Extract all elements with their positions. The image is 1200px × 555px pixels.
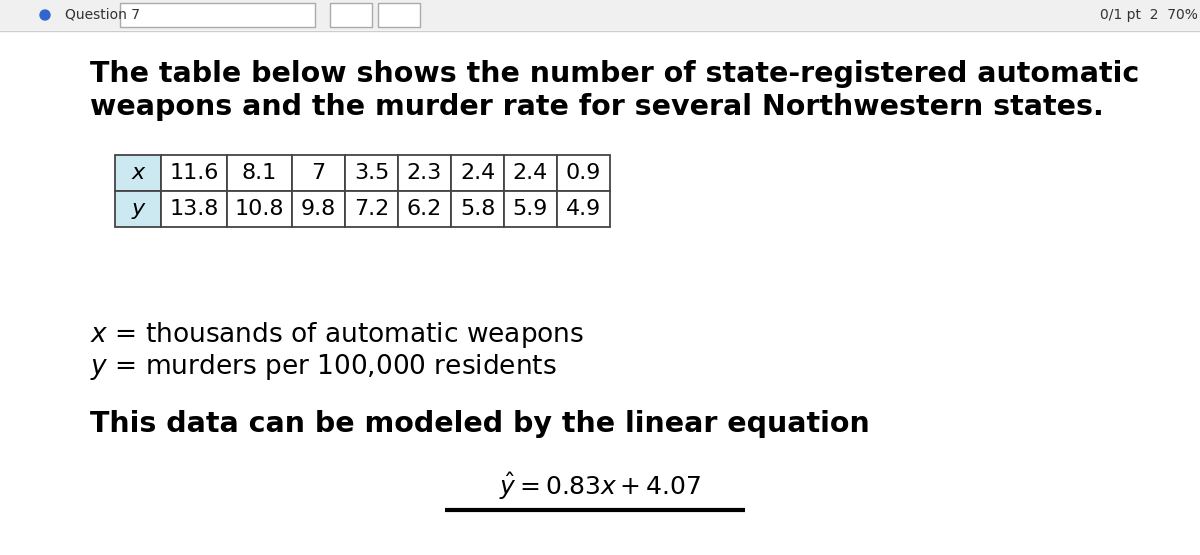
- Text: 13.8: 13.8: [169, 199, 218, 219]
- Bar: [504, 155, 557, 191]
- Text: 3.5: 3.5: [354, 163, 389, 183]
- Text: This data can be modeled by the linear equation: This data can be modeled by the linear e…: [90, 410, 870, 438]
- Bar: [346, 191, 398, 227]
- Text: 7: 7: [312, 163, 325, 183]
- Text: 8.1: 8.1: [242, 163, 277, 183]
- Text: $y$ = murders per 100,000 residents: $y$ = murders per 100,000 residents: [90, 352, 557, 382]
- Bar: [227, 191, 292, 227]
- Bar: [161, 191, 227, 227]
- Text: weapons and the murder rate for several Northwestern states.: weapons and the murder rate for several …: [90, 93, 1104, 121]
- Bar: [115, 191, 161, 227]
- Text: The table below shows the number of state-registered automatic: The table below shows the number of stat…: [90, 60, 1139, 88]
- Text: x: x: [132, 163, 144, 183]
- Text: 11.6: 11.6: [169, 163, 218, 183]
- Bar: [161, 155, 227, 191]
- Text: 2.4: 2.4: [460, 163, 496, 183]
- Text: 5.8: 5.8: [460, 199, 496, 219]
- Text: 0/1 pt  2  70%  Details: 0/1 pt 2 70% Details: [1100, 8, 1200, 22]
- Bar: [292, 155, 346, 191]
- Bar: [398, 155, 451, 191]
- Bar: [504, 191, 557, 227]
- Bar: [346, 155, 398, 191]
- Bar: [557, 191, 610, 227]
- Text: 2.3: 2.3: [407, 163, 442, 183]
- Text: $x$ = thousands of automatic weapons: $x$ = thousands of automatic weapons: [90, 320, 584, 350]
- Bar: [227, 155, 292, 191]
- Text: 9.8: 9.8: [301, 199, 336, 219]
- Text: $\hat{y} = 0.83x + 4.07$: $\hat{y} = 0.83x + 4.07$: [499, 470, 701, 502]
- Bar: [557, 155, 610, 191]
- Circle shape: [40, 10, 50, 20]
- Text: 7.2: 7.2: [354, 199, 389, 219]
- Text: Question 7: Question 7: [65, 8, 140, 22]
- Bar: [451, 155, 504, 191]
- Bar: [451, 191, 504, 227]
- Text: 2.4: 2.4: [512, 163, 548, 183]
- Text: 0.9: 0.9: [566, 163, 601, 183]
- Bar: [120, 3, 314, 27]
- Bar: [330, 3, 372, 27]
- Bar: [0, 0, 1200, 30]
- Text: 4.9: 4.9: [566, 199, 601, 219]
- Bar: [115, 155, 161, 191]
- Text: 10.8: 10.8: [235, 199, 284, 219]
- Text: y: y: [132, 199, 144, 219]
- Bar: [398, 191, 451, 227]
- Bar: [378, 3, 420, 27]
- Text: 6.2: 6.2: [407, 199, 442, 219]
- Bar: [292, 191, 346, 227]
- Text: 5.9: 5.9: [512, 199, 548, 219]
